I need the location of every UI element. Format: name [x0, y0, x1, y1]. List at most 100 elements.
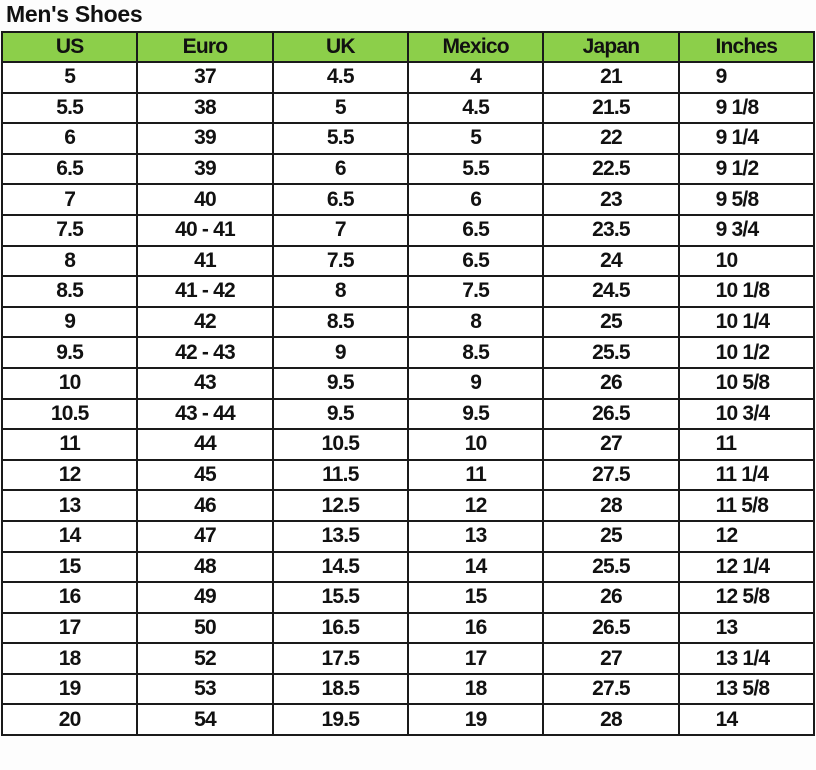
- cell-japan: 28: [542, 489, 680, 522]
- cell-inches: 10 1/2: [677, 336, 816, 369]
- cell-inches: 13: [677, 611, 816, 645]
- cell-euro: 48: [136, 550, 274, 584]
- cell-japan: 27: [542, 642, 680, 675]
- cell-mexico: 8.5: [406, 336, 545, 369]
- cell-uk: 13.5: [271, 519, 409, 553]
- cell-japan: 24: [542, 244, 680, 278]
- cell-mexico: 4.5: [406, 91, 545, 125]
- cell-uk: 5: [271, 91, 409, 125]
- cell-mexico: 6.5: [406, 213, 545, 247]
- cell-euro: 50: [136, 611, 274, 645]
- cell-inches: 11: [677, 428, 816, 461]
- cell-uk: 16.5: [271, 611, 409, 645]
- cell-uk: 14.5: [271, 550, 409, 584]
- cell-japan: 28: [542, 703, 680, 737]
- table-row: 10.5 43 - 44 9.5 9.5 26.5 10 3/4: [0, 397, 816, 431]
- cell-uk: 17.5: [271, 642, 409, 675]
- cell-uk: 10.5: [271, 428, 409, 461]
- cell-japan: 21: [542, 61, 680, 94]
- cell-uk: 4.5: [271, 61, 409, 94]
- cell-mexico: 6: [406, 183, 545, 216]
- cell-mexico: 12: [406, 489, 545, 522]
- cell-inches: 9 1/4: [677, 122, 816, 155]
- cell-us: 5: [0, 61, 139, 94]
- cell-us: 14: [0, 519, 139, 553]
- cell-japan: 25: [542, 519, 680, 553]
- cell-us: 10: [0, 366, 139, 400]
- cell-euro: 40 - 41: [136, 213, 274, 247]
- cell-japan: 22: [542, 122, 680, 155]
- cell-euro: 52: [136, 642, 274, 675]
- cell-uk: 9.5: [271, 366, 409, 400]
- cell-uk: 9: [271, 336, 409, 369]
- cell-mexico: 18: [406, 672, 545, 706]
- cell-mexico: 6.5: [406, 244, 545, 278]
- cell-inches: 12 5/8: [677, 581, 816, 614]
- cell-inches: 9 3/4: [677, 213, 816, 247]
- cell-euro: 37: [136, 61, 274, 94]
- table-row: 16 49 15.5 15 26 12 5/8: [0, 581, 816, 614]
- cell-euro: 43: [136, 366, 274, 400]
- cell-us: 19: [0, 672, 139, 706]
- cell-euro: 47: [136, 519, 274, 553]
- table-row: 6.5 39 6 5.5 22.5 9 1/2: [0, 152, 816, 186]
- table-row: 20 54 19.5 19 28 14: [0, 703, 816, 737]
- cell-uk: 7: [271, 213, 409, 247]
- cell-euro: 45: [136, 458, 274, 492]
- cell-japan: 26.5: [542, 611, 680, 645]
- cell-inches: 12 1/4: [677, 550, 816, 584]
- cell-japan: 25.5: [542, 336, 680, 369]
- cell-inches: 9: [677, 61, 816, 94]
- cell-us: 13: [0, 489, 139, 522]
- table-row: 6 39 5.5 5 22 9 1/4: [0, 122, 816, 155]
- cell-us: 20: [0, 703, 139, 737]
- cell-japan: 26: [542, 581, 680, 614]
- cell-inches: 10 5/8: [677, 366, 816, 400]
- column-header-inches: Inches: [677, 31, 816, 63]
- table-row: 7 40 6.5 6 23 9 5/8: [0, 183, 816, 216]
- cell-mexico: 17: [406, 642, 545, 675]
- cell-uk: 8.5: [271, 305, 409, 339]
- cell-uk: 15.5: [271, 581, 409, 614]
- cell-inches: 9 1/8: [677, 91, 816, 125]
- cell-mexico: 15: [406, 581, 545, 614]
- table-row: 10 43 9.5 9 26 10 5/8: [0, 366, 816, 400]
- cell-euro: 42: [136, 305, 274, 339]
- table-row: 7.5 40 - 41 7 6.5 23.5 9 3/4: [0, 213, 816, 247]
- table-row: 17 50 16.5 16 26.5 13: [0, 611, 816, 645]
- cell-japan: 27.5: [542, 672, 680, 706]
- cell-euro: 44: [136, 428, 274, 461]
- cell-us: 10.5: [0, 397, 139, 431]
- cell-euro: 42 - 43: [136, 336, 274, 369]
- cell-inches: 9 5/8: [677, 183, 816, 216]
- cell-inches: 9 1/2: [677, 152, 816, 186]
- cell-inches: 10 1/8: [677, 275, 816, 308]
- cell-uk: 12.5: [271, 489, 409, 522]
- cell-euro: 38: [136, 91, 274, 125]
- size-chart-table: US Euro UK Mexico Japan Inches 5 37 4.5 4 21 9 5.5 3…: [0, 31, 816, 737]
- cell-japan: 23: [542, 183, 680, 216]
- table-row: 5.5 38 5 4.5 21.5 9 1/8: [0, 91, 816, 125]
- column-header-japan: Japan: [542, 31, 680, 63]
- cell-uk: 6.5: [271, 183, 409, 216]
- column-header-euro: Euro: [136, 31, 274, 63]
- table-row: 19 53 18.5 18 27.5 13 5/8: [0, 672, 816, 706]
- cell-japan: 27.5: [542, 458, 680, 492]
- cell-japan: 21.5: [542, 91, 680, 125]
- header-row: US Euro UK Mexico Japan Inches: [0, 31, 816, 63]
- cell-inches: 13 1/4: [677, 642, 816, 675]
- table-row: 13 46 12.5 12 28 11 5/8: [0, 489, 816, 522]
- cell-us: 18: [0, 642, 139, 675]
- cell-us: 8.5: [0, 275, 139, 308]
- cell-us: 5.5: [0, 91, 139, 125]
- cell-mexico: 4: [406, 61, 545, 94]
- cell-uk: 11.5: [271, 458, 409, 492]
- cell-euro: 43 - 44: [136, 397, 274, 431]
- table-row: 15 48 14.5 14 25.5 12 1/4: [0, 550, 816, 584]
- cell-us: 17: [0, 611, 139, 645]
- table-row: 9.5 42 - 43 9 8.5 25.5 10 1/2: [0, 336, 816, 369]
- cell-uk: 19.5: [271, 703, 409, 737]
- cell-inches: 13 5/8: [677, 672, 816, 706]
- cell-inches: 11 1/4: [677, 458, 816, 492]
- column-header-mexico: Mexico: [406, 31, 545, 63]
